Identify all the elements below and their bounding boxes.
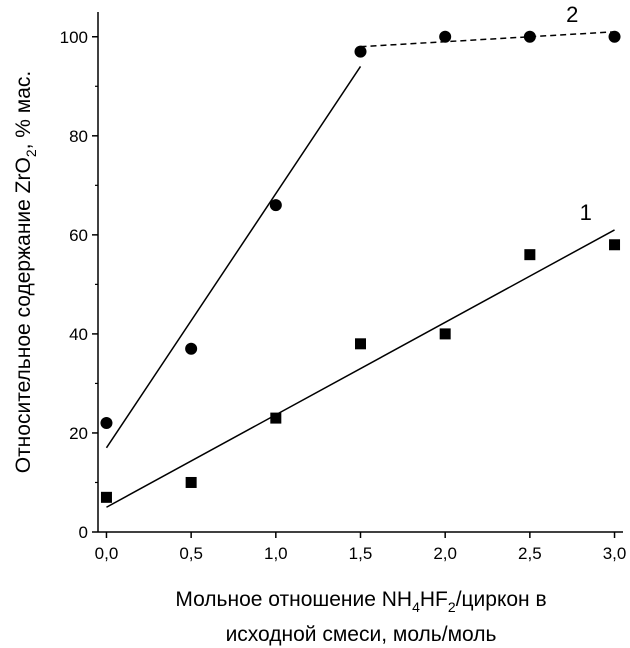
data-markers bbox=[100, 30, 621, 503]
y-tick-label: 80 bbox=[69, 127, 88, 146]
x-tick-label: 0,0 bbox=[95, 544, 119, 563]
fit-lines bbox=[105, 31, 615, 508]
data-point-circle bbox=[523, 30, 536, 43]
x-ticks: 0,0 0,5 1,0 1,5 2,0 2,5 3,0 bbox=[95, 532, 627, 563]
series-labels: 12 bbox=[566, 2, 592, 225]
y-tick-label: 100 bbox=[60, 28, 88, 47]
data-point-circle bbox=[608, 30, 621, 43]
y-tick-label: 40 bbox=[69, 325, 88, 344]
data-point-square bbox=[270, 412, 282, 424]
y-ticks: 0 20 40 60 80 100 bbox=[60, 28, 98, 542]
data-point-circle bbox=[269, 199, 282, 212]
data-point-circle bbox=[185, 342, 198, 355]
x-axis-label: Мольное отношение NH4HF2/циркон в bbox=[175, 588, 546, 615]
x-tick-label: 2,5 bbox=[518, 544, 542, 563]
x-tick-label: 1,0 bbox=[264, 544, 288, 563]
data-point-square bbox=[355, 338, 366, 350]
series-label-1: 1 bbox=[580, 200, 592, 225]
data-point-square bbox=[524, 249, 536, 261]
fit-line-series-2 bbox=[105, 66, 362, 449]
data-point-circle bbox=[100, 417, 113, 430]
y-tick-label: 60 bbox=[69, 226, 88, 245]
data-point-square bbox=[185, 476, 197, 488]
data-point-circle bbox=[439, 30, 452, 43]
data-point-square bbox=[100, 491, 112, 503]
data-point-square bbox=[609, 239, 621, 251]
y-tick-label: 0 bbox=[79, 523, 88, 542]
data-point-circle bbox=[354, 45, 367, 58]
data-point-square bbox=[439, 328, 451, 340]
y-axis-label: Относительное содержание ZrO2, % мас. bbox=[12, 71, 39, 474]
series-label-2: 2 bbox=[566, 2, 578, 27]
fit-line-series-2 bbox=[360, 31, 615, 48]
x-tick-label: 0,5 bbox=[179, 544, 203, 563]
x-axis-label-line2: исходной смеси, моль/моль bbox=[226, 623, 497, 646]
x-tick-label: 1,5 bbox=[349, 544, 373, 563]
x-tick-label: 3,0 bbox=[603, 544, 627, 563]
fit-line-series-1 bbox=[106, 229, 615, 508]
x-tick-label: 2,0 bbox=[433, 544, 457, 563]
y-tick-label: 20 bbox=[69, 424, 88, 443]
